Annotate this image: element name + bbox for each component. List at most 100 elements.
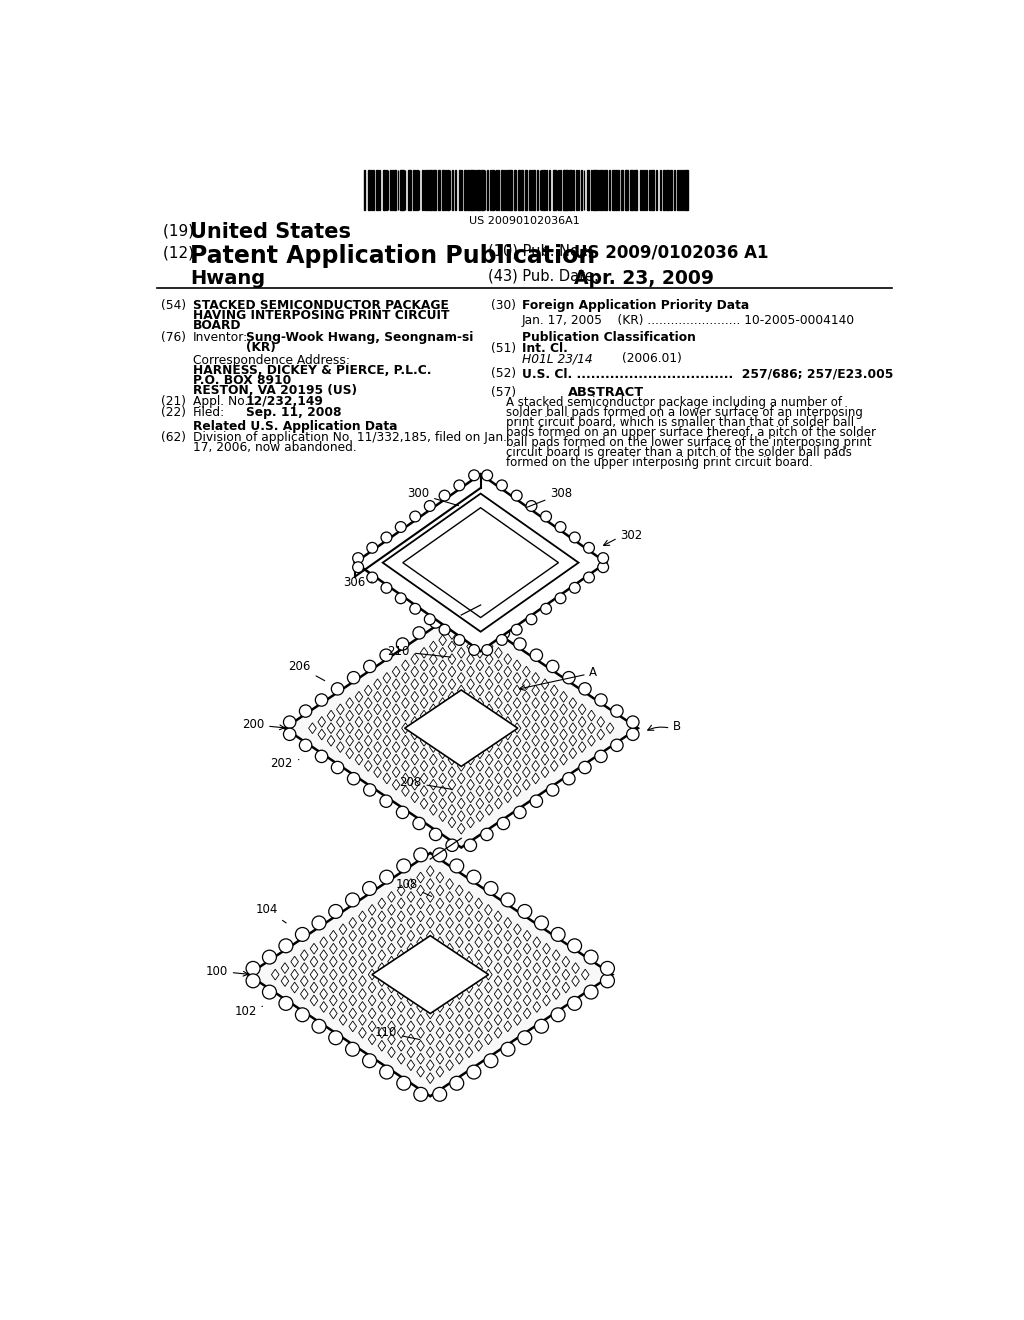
Polygon shape (346, 698, 353, 709)
Polygon shape (569, 710, 577, 721)
Polygon shape (513, 785, 521, 796)
Bar (572, 170, 574, 210)
Circle shape (497, 635, 507, 645)
Polygon shape (552, 989, 560, 999)
Polygon shape (504, 944, 512, 954)
Polygon shape (531, 698, 540, 709)
Polygon shape (514, 1015, 521, 1026)
Polygon shape (541, 742, 549, 752)
Polygon shape (531, 774, 540, 784)
Polygon shape (495, 937, 502, 948)
Text: Foreign Application Priority Data: Foreign Application Priority Data (521, 298, 749, 312)
Polygon shape (401, 748, 410, 759)
Polygon shape (439, 660, 446, 671)
Bar (581, 170, 583, 210)
Polygon shape (310, 944, 317, 954)
Polygon shape (349, 995, 356, 1006)
Polygon shape (426, 1034, 434, 1044)
Polygon shape (420, 785, 428, 796)
Bar (518, 170, 520, 210)
Circle shape (511, 624, 522, 635)
Polygon shape (449, 767, 456, 777)
Polygon shape (417, 989, 424, 999)
Polygon shape (445, 1034, 454, 1044)
Polygon shape (523, 982, 530, 993)
Polygon shape (458, 760, 465, 771)
Polygon shape (397, 937, 404, 948)
Text: 306: 306 (343, 576, 372, 589)
Polygon shape (495, 673, 502, 684)
Polygon shape (426, 1047, 434, 1057)
Polygon shape (388, 969, 395, 979)
Circle shape (315, 694, 328, 706)
Polygon shape (569, 698, 577, 709)
Bar (615, 170, 617, 210)
Polygon shape (420, 710, 428, 721)
Polygon shape (436, 1053, 443, 1064)
Circle shape (514, 638, 526, 651)
Polygon shape (397, 1027, 404, 1039)
Polygon shape (456, 1027, 463, 1039)
Polygon shape (541, 754, 549, 766)
Polygon shape (523, 1008, 530, 1019)
Polygon shape (551, 685, 558, 696)
Circle shape (467, 1065, 481, 1078)
Bar (543, 170, 545, 210)
Polygon shape (597, 729, 604, 741)
Polygon shape (417, 937, 424, 948)
Polygon shape (397, 1053, 404, 1064)
Circle shape (312, 916, 326, 929)
Circle shape (526, 614, 537, 624)
Polygon shape (484, 1034, 493, 1044)
Polygon shape (388, 956, 395, 968)
Polygon shape (467, 692, 474, 702)
Polygon shape (397, 1040, 404, 1051)
Polygon shape (475, 1015, 482, 1026)
Bar (408, 170, 411, 210)
Text: US 2009/0102036 A1: US 2009/0102036 A1 (573, 244, 768, 261)
Polygon shape (562, 969, 569, 979)
Polygon shape (439, 685, 446, 696)
Text: 206: 206 (289, 660, 325, 681)
Circle shape (433, 847, 446, 862)
Polygon shape (551, 698, 558, 709)
Polygon shape (383, 685, 390, 696)
Polygon shape (543, 995, 550, 1006)
Polygon shape (383, 760, 390, 771)
Polygon shape (534, 962, 541, 974)
Polygon shape (495, 785, 502, 796)
Text: Patent Application Publication: Patent Application Publication (190, 244, 595, 268)
Polygon shape (310, 956, 317, 968)
Polygon shape (420, 723, 428, 734)
Polygon shape (504, 767, 512, 777)
Polygon shape (504, 792, 512, 803)
Polygon shape (579, 729, 586, 741)
Polygon shape (436, 898, 443, 908)
Polygon shape (358, 924, 367, 935)
Polygon shape (369, 982, 376, 993)
Polygon shape (339, 989, 347, 999)
Polygon shape (388, 917, 395, 928)
Polygon shape (560, 729, 567, 741)
Circle shape (555, 521, 566, 532)
Polygon shape (504, 1020, 512, 1032)
Polygon shape (551, 735, 558, 746)
Text: 102: 102 (234, 1006, 262, 1019)
Circle shape (279, 939, 293, 953)
Polygon shape (458, 635, 465, 645)
Polygon shape (449, 678, 456, 689)
Polygon shape (465, 982, 473, 993)
Polygon shape (355, 742, 362, 752)
Circle shape (380, 1065, 393, 1078)
Polygon shape (513, 710, 521, 721)
Polygon shape (358, 1002, 367, 1012)
Polygon shape (522, 717, 530, 727)
Circle shape (498, 817, 510, 830)
Polygon shape (445, 982, 454, 993)
Text: U.S. Cl. .................................  257/686; 257/E23.005: U.S. Cl. ...............................… (521, 367, 893, 380)
Bar (501, 170, 503, 210)
Circle shape (567, 939, 582, 953)
Polygon shape (408, 917, 415, 928)
Polygon shape (383, 774, 390, 784)
Polygon shape (429, 678, 437, 689)
